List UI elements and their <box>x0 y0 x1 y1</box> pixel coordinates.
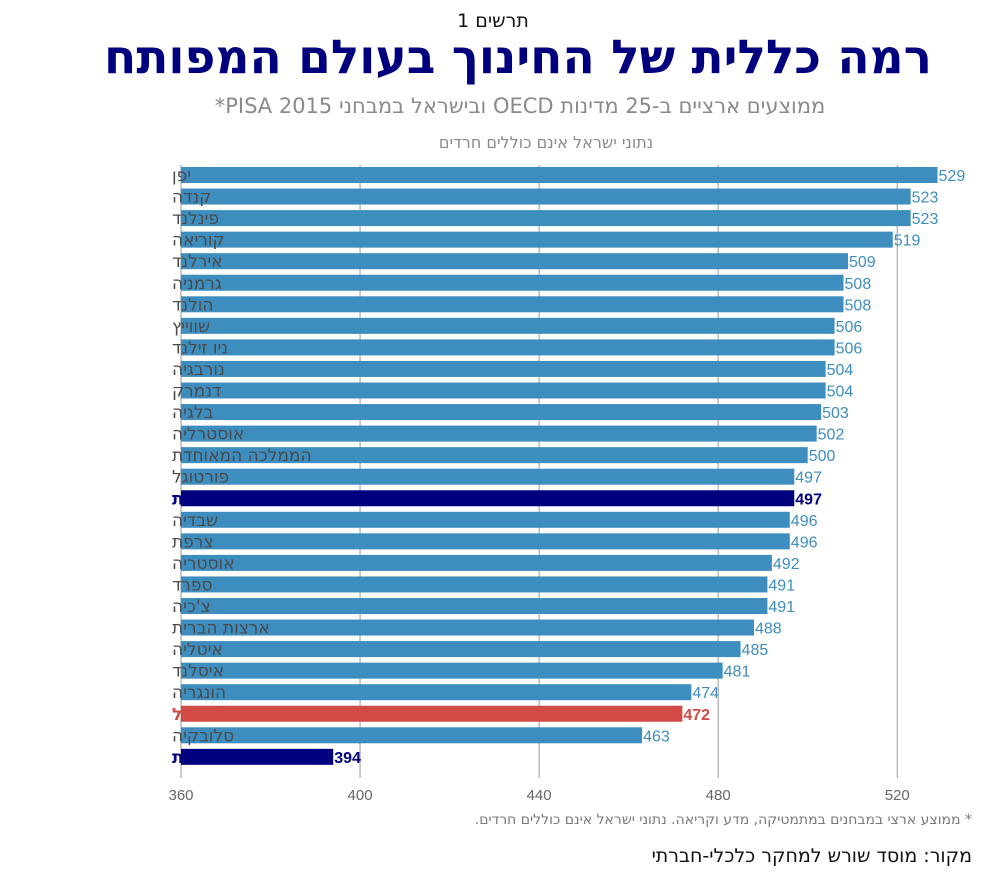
data-label: 509 <box>849 254 876 271</box>
source-note: מקור: מוסד שורש למחקר כלכלי-חברתי <box>651 845 972 867</box>
data-label: 463 <box>643 728 670 745</box>
bar <box>181 705 683 722</box>
data-label: 523 <box>912 190 939 207</box>
category-label: אוסטרליה <box>172 425 244 445</box>
bar <box>181 554 772 571</box>
category-label: איסלנד <box>172 662 224 682</box>
category-label: ארצות הברית <box>172 619 270 639</box>
bar <box>181 274 844 291</box>
bar <box>181 425 817 442</box>
bar <box>181 447 808 464</box>
bar <box>181 339 835 356</box>
x-tick-label: 440 <box>527 787 552 804</box>
data-label: 504 <box>827 362 854 379</box>
bar <box>181 641 741 658</box>
data-label: 504 <box>827 384 854 401</box>
category-label: צ'כיה <box>172 597 211 617</box>
bar <box>181 684 692 701</box>
category-label: ספרד <box>172 575 213 595</box>
category-label: איטליה <box>172 640 223 660</box>
bar <box>181 748 334 765</box>
category-label: סלובקיה <box>172 726 234 746</box>
data-label: 503 <box>822 405 849 422</box>
data-label: 491 <box>768 599 795 616</box>
data-label: 497 <box>795 491 822 508</box>
data-label: 500 <box>809 448 836 465</box>
category-label: הולנד <box>172 295 214 315</box>
bar <box>181 188 911 205</box>
chart-subtitle: ממוצעים ארציים ב-25 מדינות OECD ובישראל … <box>214 94 826 118</box>
data-label: 529 <box>939 168 966 185</box>
bar <box>181 167 938 183</box>
bar <box>181 296 844 313</box>
data-label: 497 <box>795 470 822 487</box>
bar <box>181 490 795 507</box>
data-label: 502 <box>818 427 845 444</box>
bar <box>181 619 754 636</box>
data-label: 488 <box>755 621 782 638</box>
x-tick-label: 520 <box>885 787 910 804</box>
category-label: דוברי עברית <box>172 489 268 509</box>
data-label: 496 <box>791 534 818 551</box>
category-label: גרמניה <box>172 274 222 294</box>
chart-note: נתוני ישראל אינם כוללים חרדים <box>438 133 654 152</box>
category-label: בלגיה <box>172 403 214 423</box>
category-label: פינלנד <box>172 209 219 229</box>
bar <box>181 533 790 550</box>
category-label: קנדה <box>172 188 211 208</box>
category-label: שבדיה <box>172 511 218 531</box>
data-label: 481 <box>724 664 751 681</box>
bar <box>181 253 848 270</box>
data-label: 523 <box>912 211 939 228</box>
category-label: צרפת <box>172 532 213 552</box>
category-label: קוריאה <box>172 231 225 251</box>
x-tick-label: 480 <box>706 787 731 804</box>
data-label: 472 <box>683 707 710 724</box>
data-label: 506 <box>836 319 863 336</box>
footnote: * ממוצע ארצי במבחנים במתמטיקה, מדע וקריא… <box>474 812 972 828</box>
bar <box>181 210 911 227</box>
data-label: 508 <box>845 297 872 314</box>
data-label: 485 <box>742 642 769 659</box>
data-label: 492 <box>773 556 800 573</box>
data-label: 496 <box>791 513 818 530</box>
category-label: הונגריה <box>172 683 226 703</box>
bar <box>181 468 795 485</box>
bar <box>181 317 835 334</box>
category-label: ישראל <box>172 705 223 725</box>
bar <box>181 404 822 421</box>
category-label: יפן <box>172 166 191 186</box>
bar <box>181 576 768 593</box>
bar <box>181 231 893 248</box>
bar <box>181 598 768 614</box>
bar <box>181 360 826 377</box>
bar <box>181 382 826 399</box>
data-label: 508 <box>845 276 872 293</box>
category-label: הממלכה המאוחדת <box>172 446 312 466</box>
data-label: 491 <box>768 577 795 594</box>
category-label: פורטוגל <box>172 468 229 488</box>
data-label: 506 <box>836 340 863 357</box>
x-tick-label: 360 <box>168 787 193 804</box>
figure-label: תרשים 1 <box>457 10 529 32</box>
data-label: 474 <box>692 685 719 702</box>
bar <box>181 727 643 744</box>
bar <box>181 511 790 528</box>
category-label: ניו זילנד <box>172 338 228 358</box>
category-label: דנמרק <box>172 382 221 402</box>
category-label: אירלנד <box>172 252 223 272</box>
data-label: 519 <box>894 233 921 250</box>
chart-title: רמה כללית של החינוך בעולם המפותח <box>104 30 932 85</box>
category-label: דוברי ערבית <box>172 748 268 768</box>
category-label: נורבגיה <box>172 360 225 380</box>
category-label: שווייץ <box>172 317 210 337</box>
data-label: 394 <box>334 750 361 767</box>
category-label: אוסטריה <box>172 554 235 574</box>
bar <box>181 662 723 679</box>
x-tick-label: 400 <box>348 787 373 804</box>
